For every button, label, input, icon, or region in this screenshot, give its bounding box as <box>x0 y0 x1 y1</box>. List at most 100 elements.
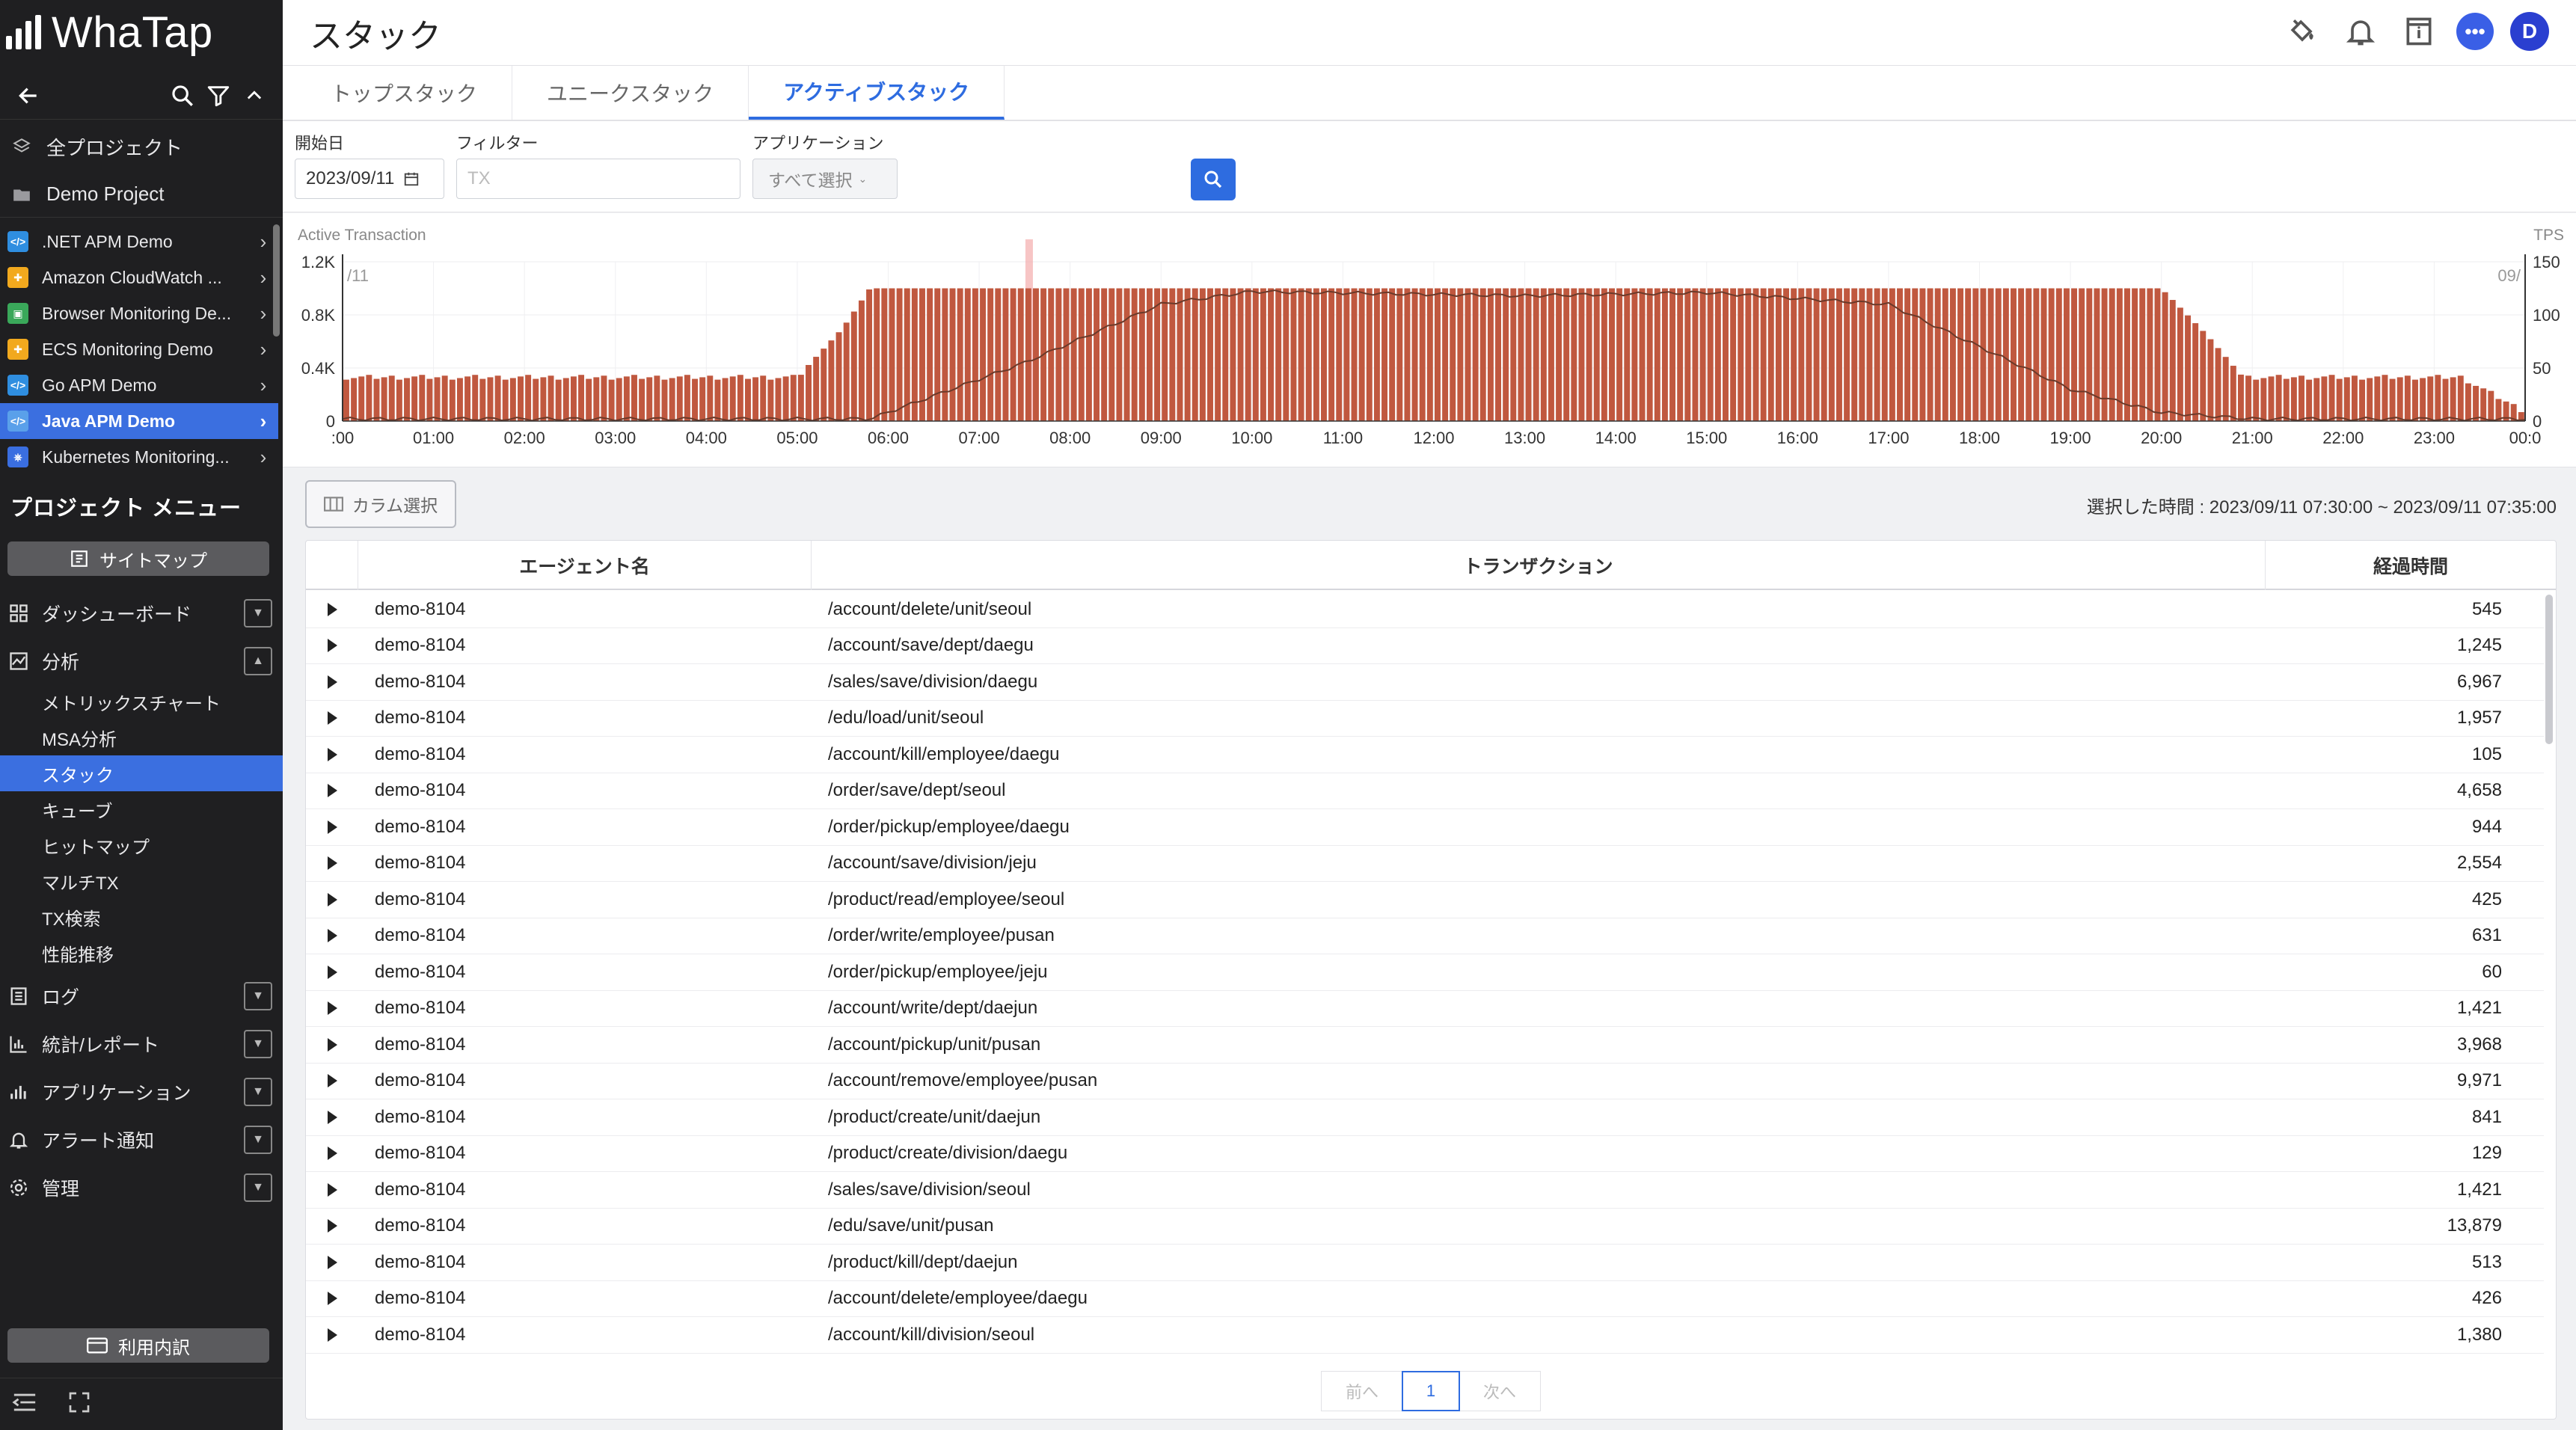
expand-row-icon[interactable] <box>306 965 358 979</box>
next-page-button[interactable]: 次へ <box>1459 1371 1541 1411</box>
tab-unique-stack[interactable]: ユニークスタック <box>512 66 749 120</box>
prev-page-button[interactable]: 前へ <box>1321 1371 1403 1411</box>
transaction-cell[interactable]: /order/save/dept/seoul <box>828 780 1006 801</box>
project-item[interactable]: ✚ Amazon CloudWatch ... › <box>0 260 278 295</box>
expand-row-icon[interactable] <box>306 675 358 689</box>
expand-row-icon[interactable] <box>306 602 358 616</box>
submenu-metrics-chart[interactable]: メトリックスチャート <box>42 693 221 714</box>
chevron-down-icon[interactable]: ▼ <box>244 982 272 1010</box>
table-row[interactable]: demo-8104/sales/save/division/daegu 6,967 <box>306 664 2544 701</box>
table-row[interactable]: demo-8104/sales/save/division/seoul 1,421 <box>306 1172 2544 1209</box>
menu-admin[interactable]: 管理 ▼ <box>0 1167 283 1209</box>
table-row[interactable]: demo-8104/edu/save/unit/pusan 13,879 <box>306 1209 2544 1245</box>
transaction-cell[interactable]: /account/delete/unit/seoul <box>828 598 1032 619</box>
fullscreen-icon[interactable] <box>67 1390 91 1418</box>
submenu-msa-analysis[interactable]: MSA分析 <box>42 729 117 750</box>
info-box-icon[interactable] <box>2398 10 2440 52</box>
search-icon[interactable] <box>165 78 200 114</box>
menu-analysis[interactable]: 分析 ▲ <box>0 640 283 682</box>
transaction-cell[interactable]: /sales/save/division/daegu <box>828 671 1038 692</box>
transaction-cell[interactable]: /product/read/employee/seoul <box>828 889 1065 909</box>
sitemap-button[interactable]: サイトマップ <box>7 541 269 576</box>
table-row[interactable]: demo-8104/order/write/employee/pusan 631 <box>306 918 2544 954</box>
project-item[interactable]: </> .NET APM Demo › <box>0 224 278 260</box>
submenu-multi-tx[interactable]: マルチTX <box>42 873 119 894</box>
table-row[interactable]: demo-8104/product/create/division/daegu 1… <box>306 1136 2544 1172</box>
transaction-cell[interactable]: /order/pickup/employee/daegu <box>828 816 1070 837</box>
avatar[interactable]: D <box>2510 12 2549 51</box>
filter-icon[interactable] <box>200 78 236 114</box>
date-input[interactable]: 2023/09/11 <box>295 159 444 199</box>
expand-row-icon[interactable] <box>306 1328 358 1342</box>
menu-application[interactable]: アプリケーション ▼ <box>0 1071 283 1113</box>
transaction-cell[interactable]: /account/save/division/jeju <box>828 853 1037 874</box>
expand-row-icon[interactable] <box>306 711 358 725</box>
table-row[interactable]: demo-8104/account/delete/unit/seoul 545 <box>306 592 2544 628</box>
expand-row-icon[interactable] <box>306 929 358 943</box>
tab-top-stack[interactable]: トップスタック <box>296 66 513 120</box>
expand-row-icon[interactable] <box>306 1147 358 1161</box>
chevron-up-icon[interactable]: ▲ <box>244 647 272 675</box>
expand-row-icon[interactable] <box>306 820 358 834</box>
submenu-stack[interactable]: スタック <box>0 755 283 791</box>
application-select[interactable]: すべて選択 ⌄ <box>752 159 898 199</box>
active-transaction-chart[interactable]: Active Transaction TPS 1.2K 150 0.8K 100 0.4… <box>283 213 2576 467</box>
paint-bucket-icon[interactable] <box>2281 10 2323 52</box>
submenu-hitmap[interactable]: ヒットマップ <box>42 837 150 858</box>
menu-dashboard[interactable]: ダッシューボード ▼ <box>0 592 283 634</box>
expand-row-icon[interactable] <box>306 747 358 761</box>
table-row[interactable]: demo-8104/account/kill/employee/daegu 105 <box>306 737 2544 773</box>
table-row[interactable]: demo-8104/account/pickup/unit/pusan 3,968 <box>306 1027 2544 1064</box>
menu-stats-report[interactable]: 統計/レポート ▼ <box>0 1023 283 1065</box>
transaction-cell[interactable]: /account/kill/employee/daegu <box>828 743 1060 764</box>
table-row[interactable]: demo-8104/account/delete/employee/daegu 4… <box>306 1281 2544 1317</box>
table-row[interactable]: demo-8104/account/write/dept/daejun 1,421 <box>306 991 2544 1027</box>
filter-input[interactable]: TX <box>456 159 740 199</box>
transaction-cell[interactable]: /product/kill/dept/daejun <box>828 1251 1018 1272</box>
table-row[interactable]: demo-8104/account/save/division/jeju 2,55… <box>306 846 2544 882</box>
table-row[interactable]: demo-8104/order/pickup/employee/daegu 944 <box>306 809 2544 846</box>
project-item[interactable]: ✚ ECS Monitoring Demo › <box>0 331 278 367</box>
submenu-cube[interactable]: キューブ <box>42 801 113 822</box>
expand-row-icon[interactable] <box>306 856 358 871</box>
back-arrow-icon[interactable] <box>10 78 46 114</box>
logo[interactable]: WhaTap <box>0 0 283 64</box>
expand-row-icon[interactable] <box>306 1292 358 1306</box>
menu-alert[interactable]: アラート通知 ▼ <box>0 1119 283 1161</box>
usage-button[interactable]: 利用内訳 <box>7 1328 269 1363</box>
table-row[interactable]: demo-8104/account/kill/division/seoul 1,3… <box>306 1317 2544 1354</box>
transaction-cell[interactable]: /edu/save/unit/pusan <box>828 1215 994 1236</box>
transaction-cell[interactable]: /account/write/dept/daejun <box>828 998 1038 1019</box>
expand-row-icon[interactable] <box>306 1037 358 1052</box>
bell-icon[interactable] <box>2340 10 2382 52</box>
menu-log[interactable]: ログ ▼ <box>0 975 283 1017</box>
chevron-up-icon[interactable] <box>236 78 272 114</box>
table-row[interactable]: demo-8104/product/create/unit/daejun 841 <box>306 1099 2544 1136</box>
column-header-transaction[interactable]: トランザクション <box>812 541 2266 590</box>
transaction-cell[interactable]: /account/remove/employee/pusan <box>828 1070 1098 1091</box>
submenu-tx-search[interactable]: TX検索 <box>42 909 101 930</box>
transaction-cell[interactable]: /product/create/unit/daejun <box>828 1106 1041 1127</box>
tab-active-stack[interactable]: アクティブスタック <box>749 66 1005 120</box>
expand-row-icon[interactable] <box>306 1219 358 1233</box>
project-item[interactable]: ▣ Browser Monitoring De... › <box>0 295 278 331</box>
expand-row-icon[interactable] <box>306 639 358 653</box>
chevron-down-icon[interactable]: ▼ <box>244 1126 272 1154</box>
chevron-down-icon[interactable]: ▼ <box>244 1030 272 1058</box>
table-row[interactable]: demo-8104/account/remove/employee/pusan 9… <box>306 1064 2544 1099</box>
project-item-active[interactable]: </> Java APM Demo › <box>0 403 278 439</box>
transaction-cell[interactable]: /account/save/dept/daegu <box>828 635 1034 656</box>
transaction-cell[interactable]: /account/delete/employee/daegu <box>828 1288 1088 1309</box>
table-row[interactable]: demo-8104/product/kill/dept/daejun 513 <box>306 1245 2544 1281</box>
transaction-cell[interactable]: /account/kill/division/seoul <box>828 1324 1035 1345</box>
chevron-down-icon[interactable]: ▼ <box>244 1173 272 1202</box>
table-row[interactable]: demo-8104/account/save/dept/daegu 1,245 <box>306 628 2544 664</box>
column-header-agent[interactable]: エージェント名 <box>358 541 812 590</box>
expand-row-icon[interactable] <box>306 784 358 798</box>
expand-row-icon[interactable] <box>306 1074 358 1088</box>
submenu-performance-trend[interactable]: 性能推移 <box>42 945 114 966</box>
transaction-cell[interactable]: /sales/save/division/seoul <box>828 1179 1031 1200</box>
expand-row-icon[interactable] <box>306 892 358 906</box>
chevron-down-icon[interactable]: ▼ <box>244 1078 272 1106</box>
search-button[interactable] <box>1191 159 1236 200</box>
